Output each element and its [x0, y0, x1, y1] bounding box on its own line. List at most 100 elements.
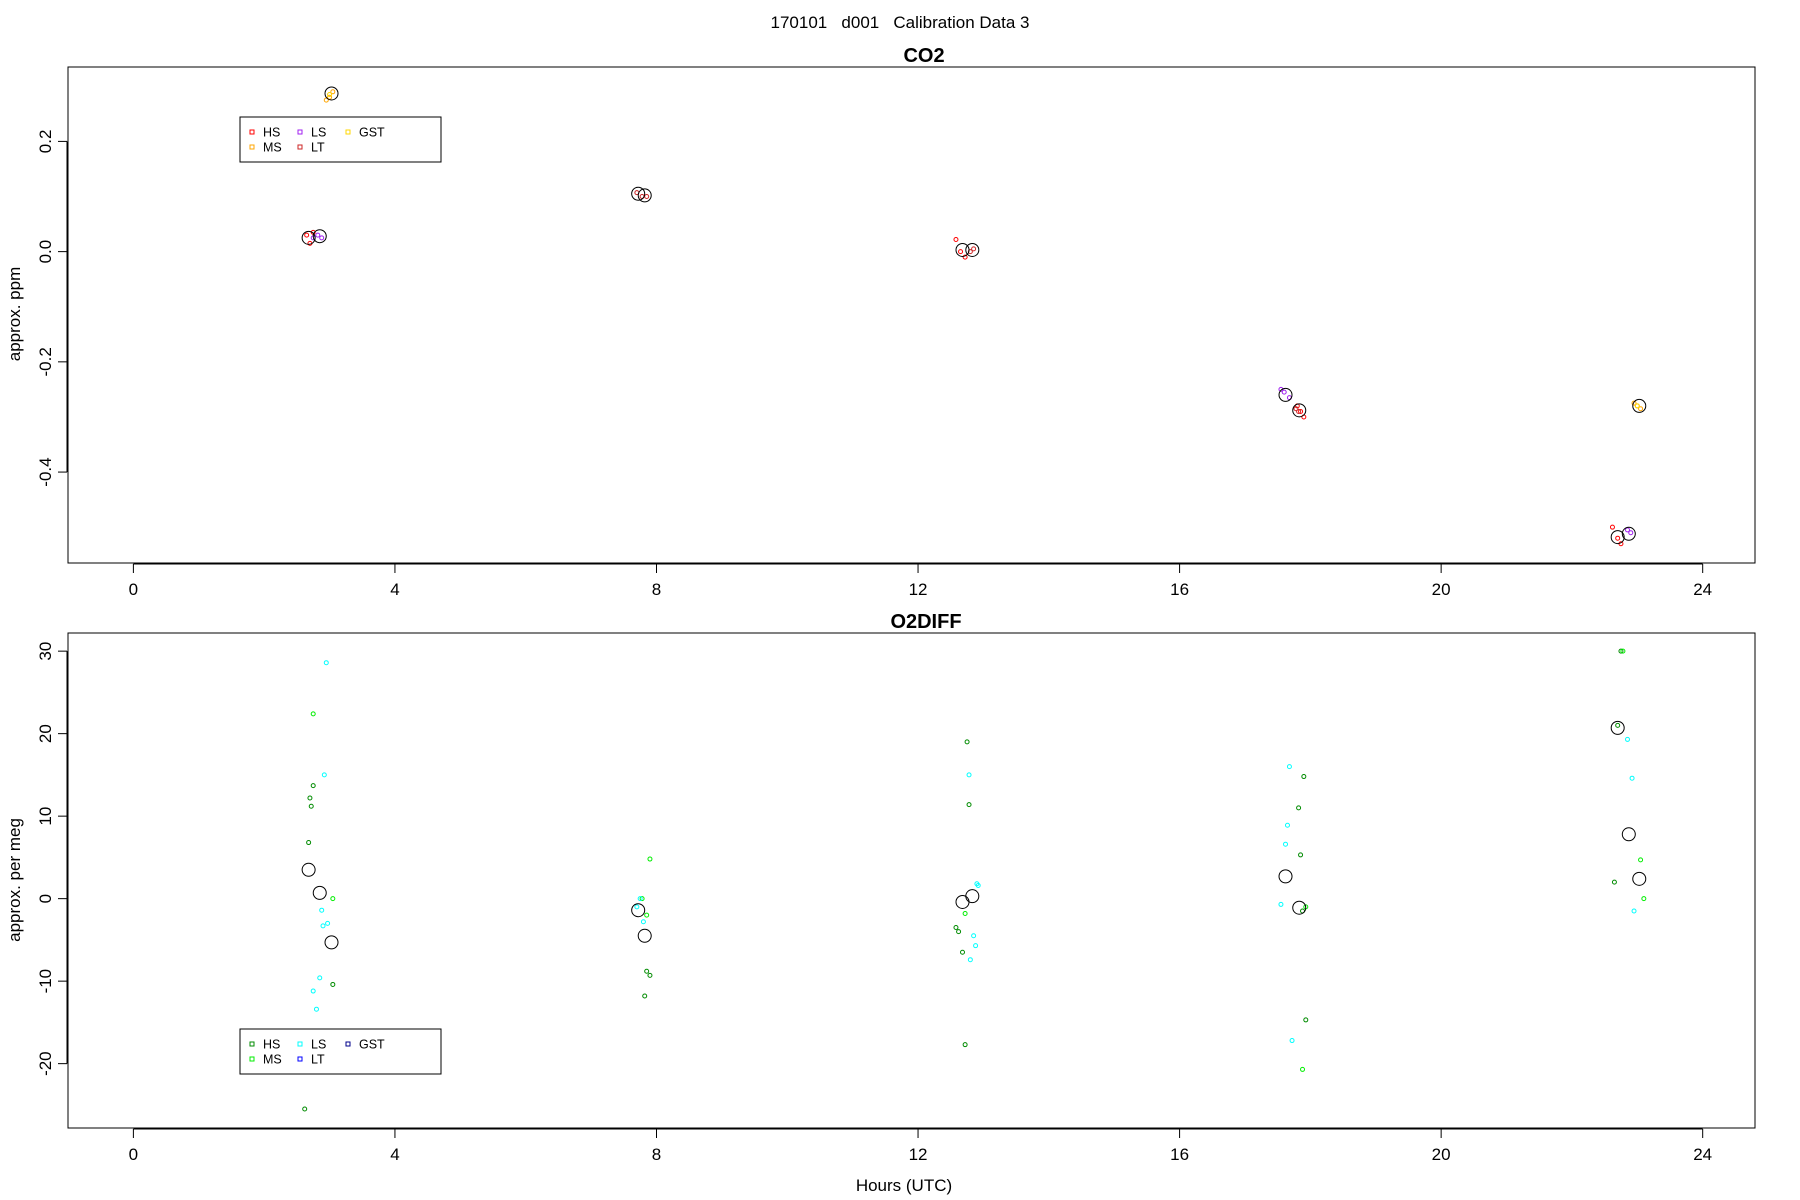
co2-x-tick-label: 0 [129, 580, 138, 599]
o2diff-ls-point [975, 882, 981, 888]
co2-x-tick-label: 8 [652, 580, 661, 599]
o2diff-ms-point [1620, 648, 1626, 654]
o2diff-ls-point [323, 660, 329, 666]
o2diff-ls-point [1286, 764, 1292, 770]
o2diff-ls-point [310, 988, 316, 994]
co2-lt-point [644, 194, 650, 200]
o2diff-mean-point [1632, 871, 1647, 886]
o2diff-legend-key [297, 1041, 303, 1047]
co2-mean-point [312, 229, 327, 244]
o2diff-ls-point [321, 772, 327, 778]
o2diff-plot-frame [67, 632, 1756, 1129]
co2-legend-label: GST [359, 126, 385, 140]
co2-lt-point [971, 246, 977, 252]
o2diff-ls-point [1629, 775, 1635, 781]
o2diff-x-tick-label: 4 [390, 1145, 399, 1164]
co2-mean-point [637, 188, 652, 203]
co2-legend-box [239, 116, 442, 163]
o2diff-hs-point [1615, 722, 1621, 728]
o2diff-ls-point [1283, 841, 1289, 847]
co2-y-tick-label: 0.2 [36, 130, 55, 154]
co2-panel: CO2 approx. ppm 0 4 8 12 16 20 24 -0.4 -0.2 0.0 0.… [5, 45, 1756, 599]
o2diff-ls-point [325, 920, 331, 926]
co2-x-tick-label: 4 [390, 580, 399, 599]
co2-hs-point [304, 232, 310, 238]
o2diff-x-tick-label: 24 [1693, 1145, 1712, 1164]
o2diff-y-tick-label: -10 [36, 969, 55, 994]
o2diff-hs-point [956, 929, 962, 935]
o2diff-hs-point [962, 1042, 968, 1048]
o2diff-ls-point [1289, 1038, 1295, 1044]
o2diff-hs-point [310, 783, 316, 789]
o2diff-mean-point [631, 903, 646, 918]
o2diff-ls-point [1284, 822, 1290, 828]
o2diff-ls-point [1624, 736, 1630, 742]
o2diff-legend-key [249, 1041, 255, 1047]
o2diff-hs-point [642, 993, 648, 999]
o2diff-ms-point [330, 896, 336, 902]
o2diff-legend-label: MS [263, 1053, 282, 1067]
co2-plot-frame [67, 66, 1756, 564]
o2diff-mean-point [324, 935, 339, 950]
o2diff-hs-point [960, 949, 966, 955]
co2-y-tick-label: -0.2 [36, 347, 55, 376]
o2diff-mean-point [637, 928, 652, 943]
o2diff-x-tick-label: 12 [909, 1145, 928, 1164]
co2-mean-point [324, 86, 339, 101]
co2-mean-point [1621, 526, 1636, 541]
o2diff-axes: 0 4 8 12 16 20 24 -20 -10 0 10 20 30 [36, 632, 1756, 1164]
o2diff-hs-point [964, 739, 970, 745]
o2diff-hs-point [302, 1106, 308, 1112]
o2diff-legend-key [249, 1056, 255, 1062]
o2diff-legend-key [345, 1041, 351, 1047]
o2diff-legend-box [239, 1028, 442, 1075]
o2diff-ms-point [1641, 896, 1647, 902]
co2-points [301, 86, 1647, 547]
co2-hs-point [1298, 408, 1304, 414]
o2diff-y-tick-label: 0 [36, 894, 55, 903]
co2-hs-point [962, 254, 968, 260]
o2diff-mean-point [312, 885, 327, 900]
co2-panel-title: CO2 [903, 45, 944, 67]
co2-x-tick-label: 20 [1432, 580, 1451, 599]
co2-mean-point [631, 186, 646, 201]
co2-x-tick-label: 12 [909, 580, 928, 599]
co2-y-axis-label: approx. ppm [5, 267, 24, 362]
co2-mean-point [1292, 403, 1307, 418]
o2diff-mean-point [301, 862, 316, 877]
o2diff-y-tick-label: 20 [36, 724, 55, 743]
o2diff-ls-point [971, 933, 977, 939]
o2diff-hs-point [330, 981, 336, 987]
co2-mean-point [1632, 398, 1647, 413]
o2diff-x-tick-label: 16 [1170, 1145, 1189, 1164]
co2-hs-point [1609, 524, 1615, 530]
o2diff-ls-point [1278, 901, 1284, 907]
co2-ls-point [319, 235, 325, 241]
figure-title: 170101 d001 Calibration Data 3 [771, 13, 1030, 32]
co2-ms-point [1638, 406, 1644, 412]
o2diff-points [301, 648, 1647, 1112]
o2diff-ms-point [644, 912, 650, 918]
o2diff-panel-title: O2DIFF [890, 611, 961, 633]
o2diff-ms-point [310, 711, 316, 717]
co2-ls-point [315, 232, 321, 238]
co2-mean-point [955, 242, 970, 257]
o2diff-ls-point [317, 975, 323, 981]
o2diff-x-tick-label: 20 [1432, 1145, 1451, 1164]
o2diff-hs-point [1303, 1017, 1309, 1023]
o2diff-hs-point [308, 803, 314, 809]
o2diff-ls-point [1631, 908, 1637, 914]
co2-x-tick-label: 24 [1693, 580, 1712, 599]
co2-legend-label: LT [311, 141, 325, 155]
co2-hs-point [1615, 535, 1621, 541]
o2diff-mean-point [1292, 900, 1307, 915]
o2diff-mean-point [955, 894, 970, 909]
co2-legend-key [345, 129, 351, 135]
o2diff-hs-point [1611, 879, 1617, 885]
co2-legend-key [297, 144, 303, 150]
o2diff-ms-point [962, 911, 968, 916]
o2diff-y-tick-label: -20 [36, 1051, 55, 1076]
